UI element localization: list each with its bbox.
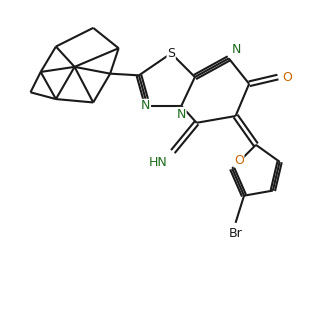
Text: S: S [167,47,175,60]
Text: O: O [234,154,244,167]
Text: HN: HN [149,156,168,169]
Text: Br: Br [229,227,242,240]
Text: N: N [141,99,150,112]
Text: O: O [282,71,292,83]
Text: N: N [232,43,242,56]
Text: N: N [177,108,186,121]
